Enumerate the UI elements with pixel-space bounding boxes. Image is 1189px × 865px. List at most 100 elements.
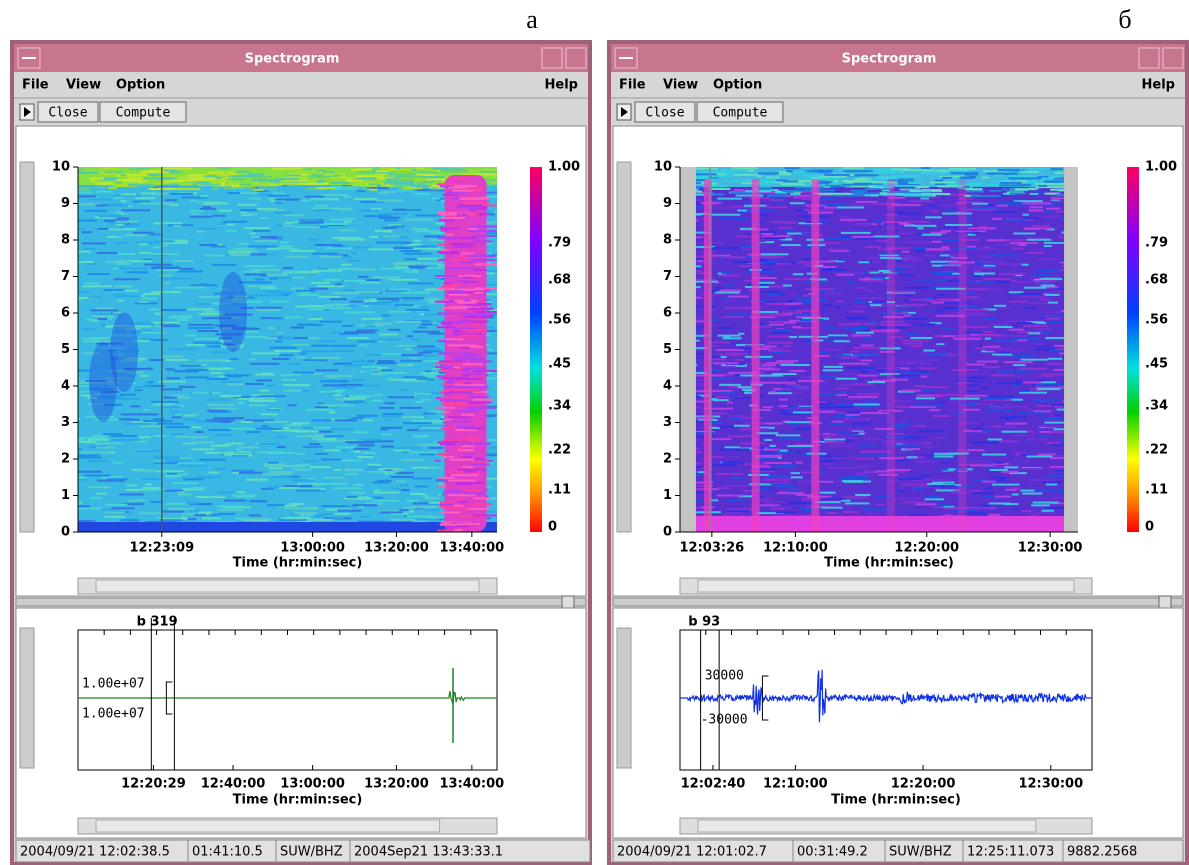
scrollbar-thumb[interactable] [698,580,1074,592]
spectrogram-texture [795,187,824,189]
spectrogram-texture [276,202,283,204]
scrollbar-thumb[interactable] [698,820,1036,832]
scrollbar-thumb[interactable] [96,820,440,832]
toolbar-button-label[interactable]: Close [48,106,87,121]
spectrogram-texture [104,177,118,179]
spectrogram-texture [159,274,173,276]
vertical-scrollbar[interactable] [20,162,34,532]
spectrogram-texture [139,512,164,514]
spectrogram-texture [368,464,382,466]
maximize-button[interactable] [1163,48,1183,68]
spectrogram-texture [293,371,315,373]
spectrogram-texture [194,514,206,516]
spectrogram-texture [143,177,156,179]
spectrogram-texture [268,462,279,464]
spectrogram-texture [790,193,800,195]
menu-item[interactable]: View [663,78,698,93]
menu-item[interactable]: Option [713,78,762,93]
spectrogram-texture [876,220,882,222]
spectrogram-texture [452,246,473,248]
spectrogram-texture [1044,245,1052,247]
spectrogram-texture [342,325,353,327]
menu-help[interactable]: Help [545,78,578,93]
spectrogram-texture [341,384,363,386]
vertical-scrollbar[interactable] [617,162,631,532]
menu-item[interactable]: View [66,78,101,93]
spectrogram-texture [865,246,881,248]
divider-knob[interactable] [562,596,574,608]
spectrogram-texture [857,238,877,240]
spectrogram-texture [155,313,164,315]
spectrogram-texture [783,180,798,182]
minimize-button[interactable] [542,48,562,68]
menu-item[interactable]: File [619,78,646,93]
spectrogram-texture [830,445,854,447]
spectrogram-texture [414,348,440,350]
spectrogram-texture [274,350,301,352]
spectrogram-texture [764,237,785,239]
spectrogram-texture [240,192,258,194]
spectrogram-texture [1028,438,1048,440]
vertical-scrollbar[interactable] [617,628,631,768]
spectrogram-texture [430,187,438,189]
spectrogram-texture [897,490,906,492]
spectrogram-texture [989,502,1011,504]
menu-help[interactable]: Help [1142,78,1175,93]
spectrogram-texture [324,309,330,311]
spectrogram-texture [991,173,1018,175]
spectrogram-texture [441,249,449,251]
toolbar-button-label[interactable]: Compute [713,106,768,121]
spectrogram-texture [463,373,484,375]
spectrogram-texture [411,269,417,271]
divider-knob[interactable] [1159,596,1171,608]
vertical-scrollbar[interactable] [20,628,34,768]
menu-item[interactable]: File [22,78,49,93]
spectrogram-texture [363,452,376,454]
spectrogram-texture [1030,277,1039,279]
spectrogram-texture [743,203,753,205]
toolbar-button-label[interactable]: Compute [116,106,171,121]
spectrogram-texture [472,399,494,401]
menu-item[interactable]: Option [116,78,165,93]
spectrogram-texture [333,292,360,294]
spectrogram-texture [452,190,474,192]
spectrogram-texture [841,232,871,234]
spectrogram-texture [186,502,198,504]
toolbar-button-label[interactable]: Close [645,106,684,121]
spectrogram-texture [711,378,731,380]
pane-divider[interactable] [613,598,1183,606]
spectrogram-texture [1029,206,1043,208]
spectrogram-texture [128,184,153,186]
spectrogram-texture [937,298,954,300]
spectrogram-texture [354,269,375,271]
spectrogram-texture [1005,423,1027,425]
spectrogram-texture [208,429,231,431]
spectrogram-texture [836,274,854,276]
spectrogram-texture [283,337,295,339]
spectrogram-texture [318,179,326,181]
spectrogram-texture [994,339,1004,341]
pane-divider[interactable] [16,598,586,606]
spectrogram-texture [975,280,981,282]
spectrogram-texture [322,513,333,515]
status-text: 2004Sep21 13:43:33.1 [354,845,503,860]
maximize-button[interactable] [566,48,586,68]
minimize-button[interactable] [1139,48,1159,68]
spectrogram-texture [757,282,774,284]
spectrogram-texture [951,172,979,174]
spectrogram-texture [190,414,198,416]
spectrogram-texture [915,503,936,505]
spectrogram-texture [973,207,1000,209]
spectrogram-texture [942,177,952,179]
spectrogram-texture [312,253,337,255]
x-tick-label: 13:00:00 [280,777,345,792]
spectrogram-texture [838,403,853,405]
spectrogram-texture [793,273,804,275]
spectrogram-texture [1041,331,1050,333]
spectrogram-texture [283,384,310,386]
spectrogram-texture [335,513,350,515]
spectrogram-texture [94,313,119,315]
spectrogram-texture [1000,477,1007,479]
scrollbar-thumb[interactable] [96,580,479,592]
spectrogram-texture [920,172,947,174]
